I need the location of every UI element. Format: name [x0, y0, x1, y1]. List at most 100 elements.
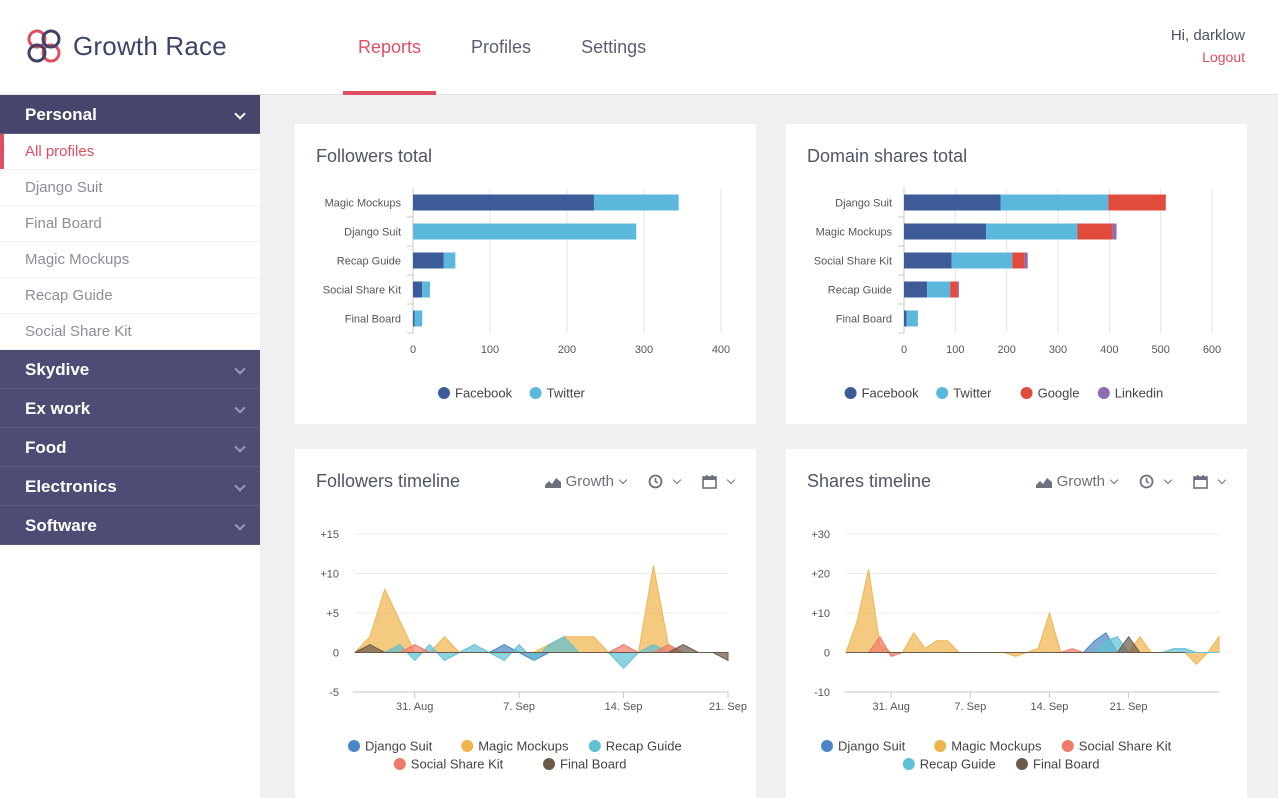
time-dropdown[interactable] [1139, 474, 1173, 489]
legend-label-django-suit: Django Suit [365, 739, 433, 754]
sidebar-group-electronics[interactable]: Electronics [0, 467, 260, 506]
x-tick-label: 300 [1049, 344, 1067, 356]
card-title: Domain shares total [807, 146, 968, 166]
nav-settings[interactable]: Settings [581, 37, 647, 57]
x-tick-label: 500 [1151, 344, 1169, 356]
area-final-board [354, 644, 729, 662]
x-tick-label: 400 [1100, 344, 1118, 356]
sidebar-item-recap-guide[interactable]: Recap Guide [0, 278, 260, 314]
sidebar-item-social-share-kit[interactable]: Social Share Kit [0, 314, 260, 350]
logout-link[interactable]: Logout [1202, 49, 1245, 65]
growth-dropdown[interactable]: Growth [1035, 473, 1119, 490]
legend-label-social-share-kit: Social Share Kit [1079, 739, 1172, 754]
bar-facebook-django-suit [904, 194, 1001, 211]
logo-icon [27, 29, 61, 63]
y-tick-label: Magic Mockups [325, 198, 402, 210]
followers-total-card: Followers total 0 100 200 300 400 Magic Mocku… [295, 124, 756, 424]
legend-label-recap-guide: Recap Guide [920, 757, 996, 772]
user-greeting: Hi, darklow [1170, 27, 1245, 44]
sidebar-group-ex-work[interactable]: Ex work [0, 389, 260, 428]
x-tick-label: 400 [712, 344, 730, 356]
y-tick-label: -10 [814, 687, 830, 699]
nav-profiles[interactable]: Profiles [471, 37, 532, 57]
sidebar-item-final-board[interactable]: Final Board [0, 206, 260, 242]
x-tick-label: 0 [901, 344, 907, 356]
area-magic-mockups [353, 565, 728, 653]
chevron-down-icon [234, 108, 246, 120]
legend-marker-facebook [438, 387, 450, 399]
bar-twitter-magic-mockups [593, 194, 679, 211]
y-tick-label: Final Board [345, 314, 401, 326]
bar-twitter-django-suit [413, 223, 637, 240]
bar-linkedin-recap-guide [957, 281, 959, 298]
y-tick-label: Django Suit [344, 227, 401, 239]
chevron-down-icon [234, 402, 246, 414]
y-tick-label: +15 [320, 529, 339, 541]
bar-facebook-magic-mockups [413, 194, 594, 211]
logo[interactable]: Growth Race [24, 26, 227, 66]
legend-marker-facebook [844, 387, 857, 399]
sidebar-group-personal[interactable]: Personal [0, 95, 260, 134]
chevron-down-icon [234, 363, 246, 375]
sidebar-item-django-suit[interactable]: Django Suit [0, 170, 260, 206]
card-title: Followers timeline [316, 471, 461, 491]
sidebar-item-magic-mockups[interactable]: Magic Mockups [0, 242, 260, 278]
y-tick-label: 0 [333, 648, 339, 660]
y-tick-label: +10 [811, 608, 830, 620]
sidebar-item-all-profiles[interactable]: All profiles [0, 134, 260, 170]
chevron-down-icon [234, 480, 246, 492]
x-tick-label: 100 [946, 344, 964, 356]
legend-marker-linkedin [1097, 387, 1110, 399]
legend-label-social-share-kit: Social Share Kit [411, 757, 504, 772]
x-tick-label: 31. Aug [396, 701, 433, 713]
legend-label-final-board: Final Board [1033, 757, 1099, 772]
shares-timeline-card: Shares timeline Growth +30 +20 +10 0 -10 31. … [786, 449, 1247, 798]
legend-marker-final-board [1016, 758, 1028, 770]
x-tick-label: 200 [558, 344, 576, 356]
domain-shares-chart: 0 100 200 300 400 500 600 Django Suit Magic Mock… [814, 188, 1221, 401]
bar-facebook-magic-mockups [904, 223, 987, 240]
y-tick-label: Social Share Kit [323, 285, 401, 297]
sidebar-group-label: Personal [25, 105, 97, 124]
app-header: Growth Race Reports Profiles Settings Hi… [0, 0, 1278, 95]
sidebar-group-label: Electronics [25, 477, 117, 496]
bar-twitter-social-share-kit [951, 252, 1013, 269]
date-dropdown[interactable] [1193, 474, 1227, 489]
chart-toolbar: Growth [523, 473, 736, 490]
legend-marker-recap-guide [902, 758, 915, 770]
bar-twitter-social-share-kit [422, 281, 430, 298]
y-tick-label: Recap Guide [337, 256, 401, 268]
nav-reports[interactable]: Reports [343, 0, 437, 95]
x-tick-label: 31. Aug [873, 701, 910, 713]
x-tick-label: 14. Sep [605, 701, 643, 713]
bar-twitter-django-suit [1000, 194, 1109, 211]
legend-marker-recap-guide [588, 740, 601, 752]
bar-facebook-final-board [413, 310, 415, 327]
bar-twitter-magic-mockups [986, 223, 1078, 240]
y-tick-label: +30 [811, 529, 830, 541]
sidebar: Personal All profiles Django Suit Final … [0, 95, 260, 798]
growth-dropdown[interactable]: Growth [544, 473, 628, 490]
domain-shares-card: Domain shares total 0 100 200 300 400 500 600 D… [786, 124, 1247, 424]
shares-timeline-chart: +30 +20 +10 0 -10 31. Aug 7. Sep 14. Sep 21. Sep… [811, 529, 1220, 772]
sidebar-group-food[interactable]: Food [0, 428, 260, 467]
x-tick-label: 7. Sep [503, 701, 535, 713]
legend-marker-twitter [529, 387, 542, 399]
sidebar-group-skydive[interactable]: Skydive [0, 350, 260, 389]
x-tick-label: 600 [1203, 344, 1221, 356]
clock-icon [1139, 474, 1154, 489]
followers-total-chart: 0 100 200 300 400 Magic Mockups Django Suit Rec… [323, 188, 730, 401]
bar-linkedin-social-share-kit [1024, 252, 1028, 269]
date-dropdown[interactable] [702, 474, 736, 489]
legend-marker-magic-mockups [461, 740, 474, 752]
bar-google-magic-mockups [1077, 223, 1113, 240]
sidebar-group-label: Ex work [25, 399, 91, 418]
time-dropdown[interactable] [648, 474, 682, 489]
x-tick-label: 21. Sep [1110, 701, 1148, 713]
y-tick-label: 0 [824, 648, 830, 660]
sidebar-group-software[interactable]: Software [0, 506, 260, 545]
legend-label-facebook: Facebook [455, 386, 513, 401]
bar-facebook-final-board [904, 310, 907, 327]
card-title: Followers total [316, 146, 433, 166]
y-tick-label: +10 [320, 569, 339, 581]
